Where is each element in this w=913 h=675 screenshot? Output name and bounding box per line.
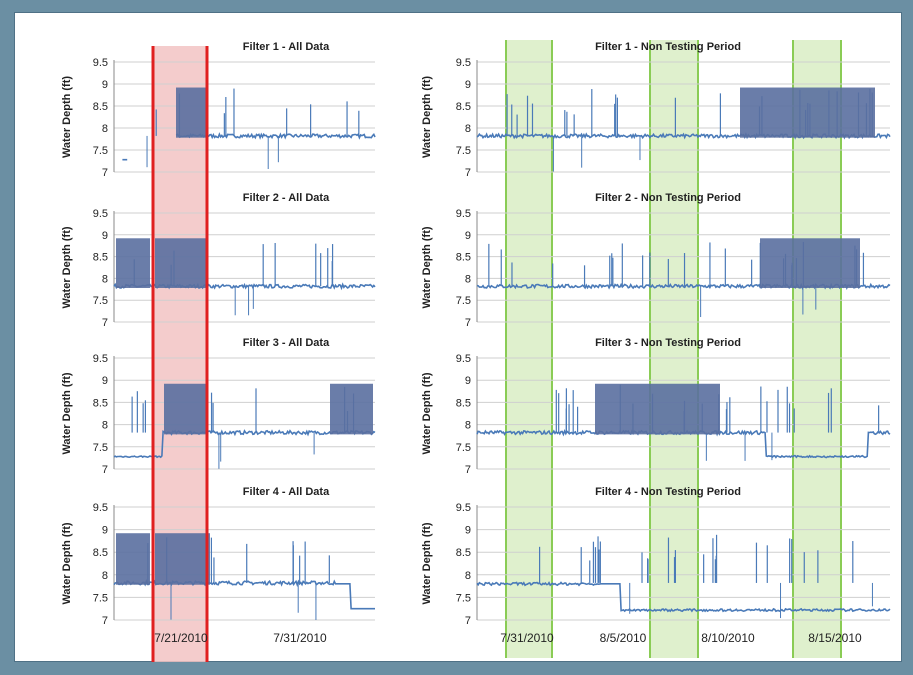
y-tick-label: 7 <box>465 464 471 476</box>
y-axis-label: Water Depth (ft) <box>61 226 73 308</box>
dense-block <box>595 383 720 435</box>
series-left-3 <box>113 383 376 469</box>
panel-title: Filter 1 - Non Testing Period <box>595 41 741 53</box>
y-axis-label: Water Depth (ft) <box>421 372 433 454</box>
panel-title: Filter 2 - Non Testing Period <box>595 192 741 204</box>
series-left-4 <box>113 533 375 620</box>
y-tick-label: 7.5 <box>93 145 108 157</box>
x-tick-label: 8/10/2010 <box>701 631 755 645</box>
y-tick-label: 8.5 <box>456 101 471 113</box>
series-line <box>122 132 376 161</box>
y-tick-label: 9.5 <box>93 502 108 514</box>
y-tick-label: 9 <box>465 375 471 387</box>
series-right-1 <box>476 87 891 172</box>
series-left-2 <box>113 238 376 316</box>
y-tick-label: 9 <box>102 230 108 242</box>
panel-title: Filter 4 - Non Testing Period <box>595 486 741 498</box>
y-tick-label: 9.5 <box>456 57 471 69</box>
y-tick-label: 8 <box>465 570 471 582</box>
y-tick-label: 8.5 <box>93 397 108 409</box>
y-tick-label: 8.5 <box>456 397 471 409</box>
dense-block <box>740 87 875 138</box>
y-axis-label: Water Depth (ft) <box>421 76 433 158</box>
panel-title: Filter 4 - All Data <box>243 486 330 498</box>
series-line <box>476 581 891 613</box>
y-tick-label: 8 <box>102 273 108 285</box>
y-tick-label: 7.5 <box>93 442 108 454</box>
y-tick-label: 9 <box>465 230 471 242</box>
dense-block <box>164 383 208 435</box>
y-tick-label: 7.5 <box>93 592 108 604</box>
dense-block <box>155 533 210 585</box>
x-tick-label: 7/21/2010 <box>154 631 208 645</box>
y-tick-label: 9.5 <box>456 208 471 220</box>
panel-title: Filter 3 - Non Testing Period <box>595 337 741 349</box>
y-tick-label: 7 <box>465 615 471 627</box>
y-axis-label: Water Depth (ft) <box>421 522 433 604</box>
y-tick-label: 8 <box>465 123 471 135</box>
panel-title: Filter 1 - All Data <box>243 41 330 53</box>
y-tick-label: 9 <box>465 79 471 91</box>
y-axis-label: Water Depth (ft) <box>61 76 73 158</box>
y-tick-label: 8.5 <box>93 547 108 559</box>
y-tick-label: 7.5 <box>456 145 471 157</box>
y-tick-label: 7.5 <box>456 442 471 454</box>
green-band-3 <box>793 40 841 658</box>
y-tick-label: 9 <box>102 525 108 537</box>
y-tick-label: 7 <box>465 167 471 179</box>
y-tick-label: 9 <box>465 525 471 537</box>
y-tick-label: 9 <box>102 79 108 91</box>
y-tick-label: 7.5 <box>456 295 471 307</box>
y-tick-label: 9.5 <box>456 353 471 365</box>
dense-block <box>760 238 860 288</box>
y-axis-label: Water Depth (ft) <box>61 372 73 454</box>
x-tick-label: 7/31/2010 <box>273 631 327 645</box>
green-band-2 <box>650 40 698 658</box>
y-tick-label: 7 <box>102 615 108 627</box>
y-tick-label: 8.5 <box>456 547 471 559</box>
y-tick-label: 8.5 <box>93 101 108 113</box>
series-right-2 <box>476 238 891 318</box>
y-tick-label: 7.5 <box>93 295 108 307</box>
y-tick-label: 8 <box>465 420 471 432</box>
y-tick-label: 9.5 <box>93 208 108 220</box>
y-tick-label: 8 <box>102 420 108 432</box>
y-tick-label: 7 <box>102 167 108 179</box>
y-tick-label: 7 <box>465 317 471 329</box>
y-axis-label: Water Depth (ft) <box>61 522 73 604</box>
y-tick-label: 9.5 <box>93 57 108 69</box>
x-tick-label: 7/31/2010 <box>500 631 554 645</box>
y-tick-label: 8 <box>102 570 108 582</box>
y-tick-label: 7 <box>102 464 108 476</box>
y-tick-label: 8 <box>102 123 108 135</box>
dense-block <box>116 238 150 288</box>
y-tick-label: 8.5 <box>456 252 471 264</box>
series-right-3 <box>476 383 891 461</box>
dense-block <box>116 533 150 585</box>
y-tick-label: 8.5 <box>93 252 108 264</box>
dense-block <box>330 383 373 435</box>
dense-block <box>155 238 208 288</box>
y-tick-label: 9.5 <box>93 353 108 365</box>
panel-title: Filter 3 - All Data <box>243 337 330 349</box>
y-tick-label: 8 <box>465 273 471 285</box>
x-tick-label: 8/5/2010 <box>600 631 647 645</box>
y-tick-label: 7 <box>102 317 108 329</box>
y-tick-label: 7.5 <box>456 592 471 604</box>
y-tick-label: 9.5 <box>456 502 471 514</box>
y-tick-label: 9 <box>102 375 108 387</box>
panel-title: Filter 2 - All Data <box>243 192 330 204</box>
green-band-1 <box>506 40 552 658</box>
dense-block <box>176 87 208 138</box>
y-axis-label: Water Depth (ft) <box>421 226 433 308</box>
series-right-4 <box>476 534 891 619</box>
x-tick-label: 8/15/2010 <box>808 631 862 645</box>
